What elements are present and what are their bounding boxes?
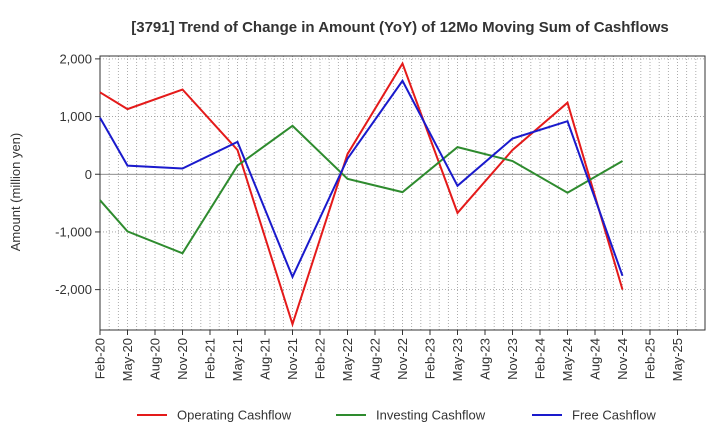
x-tick-label: Aug-20 (148, 338, 163, 380)
y-tick-label: -2,000 (55, 282, 92, 297)
x-tick-label: May-25 (670, 338, 685, 381)
x-tick-label: May-23 (450, 338, 465, 381)
x-tick-label: Aug-21 (258, 338, 273, 380)
series-line-operating-cashflow (99, 61, 624, 328)
legend-label: Investing Cashflow (376, 408, 486, 423)
x-tick-label: Aug-24 (588, 338, 603, 380)
y-tick-label: 0 (85, 167, 92, 182)
x-tick-label: Nov-24 (615, 338, 630, 380)
x-tick-label: May-24 (560, 338, 575, 381)
x-tick-label: Feb-24 (533, 338, 548, 379)
x-tick-label: May-21 (230, 338, 245, 381)
x-tick-label: Nov-21 (285, 338, 300, 380)
series-line-investing-cashflow (99, 124, 623, 255)
x-tick-label: May-20 (120, 338, 135, 381)
x-tick-label: Feb-20 (93, 338, 108, 379)
series-line-free-cashflow (99, 78, 624, 280)
y-tick-label: -1,000 (55, 224, 92, 239)
x-tick-label: Feb-22 (313, 338, 328, 379)
x-tick-label: Feb-21 (203, 338, 218, 379)
legend-label: Free Cashflow (572, 408, 656, 423)
x-tick-label: Aug-22 (368, 338, 383, 380)
y-tick-label: 2,000 (59, 51, 92, 66)
x-tick-label: May-22 (340, 338, 355, 381)
x-tick-label: Feb-23 (423, 338, 438, 379)
x-tick-label: Feb-25 (643, 338, 658, 379)
x-tick-labels: Feb-20 May-20 Aug-20 Nov-20 Feb-21 May-21 Aug-… (93, 330, 685, 381)
legend-label: Operating Cashflow (177, 408, 292, 423)
x-tick-label: Nov-22 (395, 338, 410, 380)
y-tick-labels: 2,000 1,000 0 -1,000 -2,000 (55, 51, 100, 297)
y-axis-label: Amount (million yen) (8, 133, 23, 252)
series-lines (99, 61, 624, 328)
x-tick-label: Nov-23 (505, 338, 520, 380)
x-tick-label: Nov-20 (175, 338, 190, 380)
legend: Operating Cashflow Investing Cashflow Free… (137, 408, 656, 423)
chart-title: [3791] Trend of Change in Amount (YoY) o… (131, 19, 669, 36)
grid-lines (100, 56, 705, 330)
y-tick-label: 1,000 (59, 109, 92, 124)
x-tick-label: Aug-23 (478, 338, 493, 380)
